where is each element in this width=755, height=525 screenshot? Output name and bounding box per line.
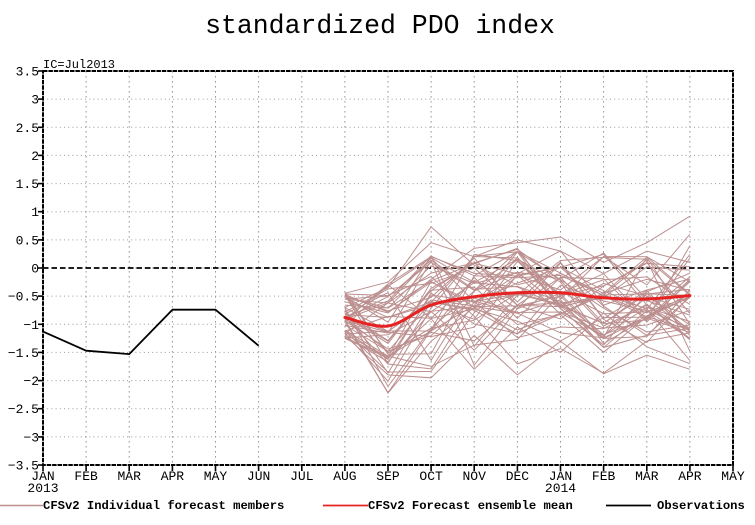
svg-text:MAR: MAR	[635, 469, 659, 484]
svg-text:JAN: JAN	[549, 469, 572, 484]
svg-text:APR: APR	[678, 469, 702, 484]
svg-text:3: 3	[31, 93, 39, 108]
svg-text:JUN: JUN	[247, 469, 270, 484]
svg-text:2013: 2013	[27, 481, 58, 496]
svg-text:2.5: 2.5	[16, 121, 39, 136]
svg-text:1: 1	[31, 205, 39, 220]
svg-text:1.5: 1.5	[16, 177, 39, 192]
svg-text:JUL: JUL	[290, 469, 313, 484]
svg-text:DEC: DEC	[506, 469, 530, 484]
svg-text:NOV: NOV	[462, 469, 486, 484]
svg-text:−2: −2	[23, 374, 39, 389]
svg-text:−3.5: −3.5	[8, 459, 39, 474]
svg-text:FEB: FEB	[592, 469, 616, 484]
svg-text:MAY: MAY	[721, 469, 745, 484]
svg-text:OCT: OCT	[419, 469, 443, 484]
svg-text:2: 2	[31, 149, 39, 164]
svg-text:AUG: AUG	[333, 469, 356, 484]
svg-text:3.5: 3.5	[16, 65, 39, 80]
svg-text:CFSv2 Forecast ensemble mean: CFSv2 Forecast ensemble mean	[368, 499, 573, 513]
svg-text:MAR: MAR	[117, 469, 141, 484]
svg-text:0: 0	[31, 262, 39, 277]
svg-text:JAN: JAN	[31, 469, 54, 484]
svg-text:FEB: FEB	[74, 469, 98, 484]
svg-text:−1: −1	[23, 318, 39, 333]
svg-text:−2.5: −2.5	[8, 402, 39, 417]
svg-text:2014: 2014	[545, 481, 576, 496]
svg-text:standardized PDO index: standardized PDO index	[205, 11, 555, 41]
svg-text:−3: −3	[23, 430, 39, 445]
svg-text:0.5: 0.5	[16, 233, 39, 248]
svg-text:Observations: Observations	[657, 499, 745, 513]
svg-text:IC=Jul2013: IC=Jul2013	[43, 58, 115, 72]
svg-text:CFSv2 Individual forecast memb: CFSv2 Individual forecast members	[43, 499, 284, 513]
svg-text:MAY: MAY	[204, 469, 228, 484]
svg-text:SEP: SEP	[376, 469, 400, 484]
svg-text:−1.5: −1.5	[8, 346, 39, 361]
svg-text:APR: APR	[161, 469, 185, 484]
svg-text:−0.5: −0.5	[8, 290, 39, 305]
